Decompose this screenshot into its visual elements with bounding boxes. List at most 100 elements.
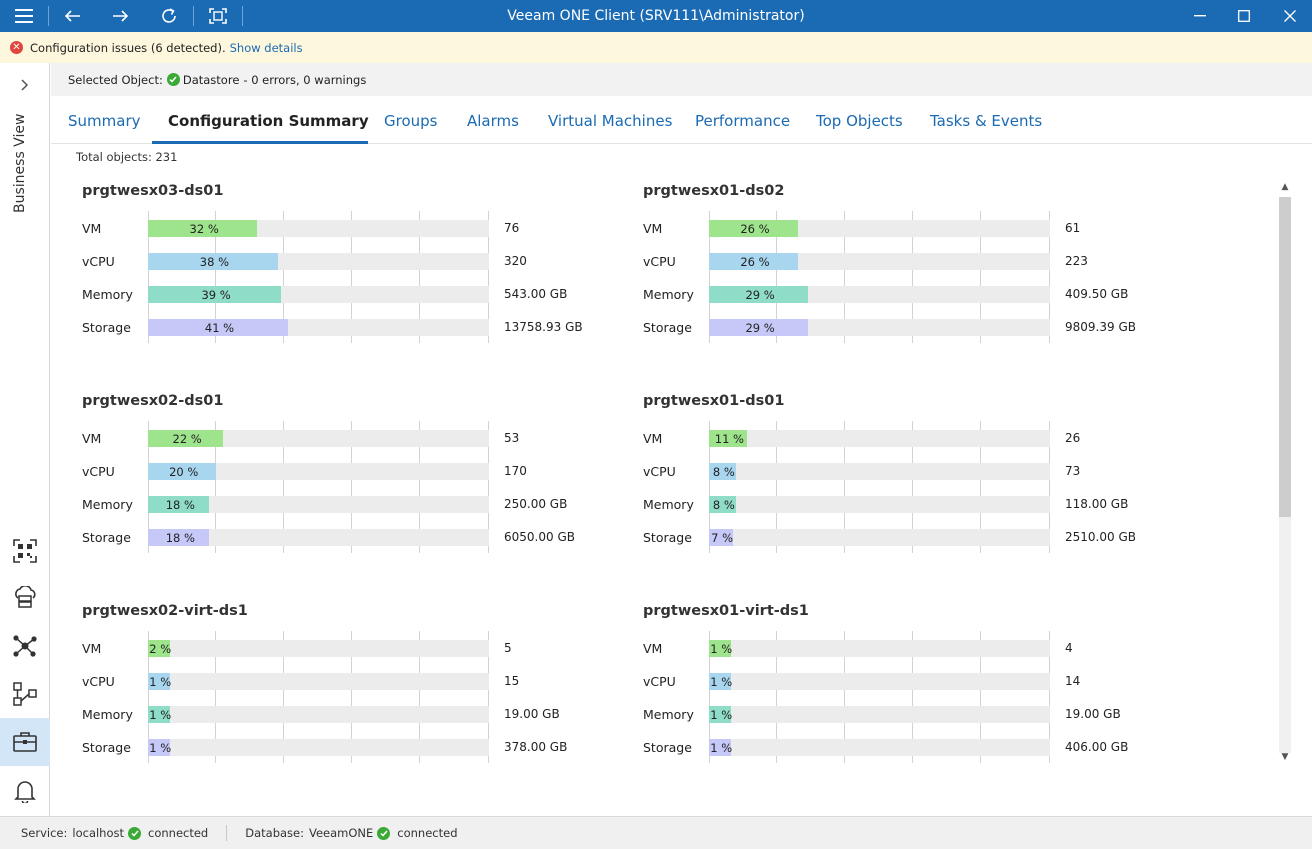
- metric-bar-fill: [709, 319, 808, 336]
- metric-row: VM 26 % 61: [643, 219, 1163, 239]
- datastore-name: prgtwesx02-ds01: [82, 393, 224, 409]
- metric-value: 406.00 GB: [1065, 740, 1129, 754]
- metric-bar-track: 1 %: [148, 739, 489, 756]
- tab-virtual-machines[interactable]: Virtual Machines: [548, 112, 673, 130]
- metric-bar-track: 1 %: [148, 706, 489, 723]
- datastore-panel: prgtwesx02-ds01 VM 22 % 53 vCPU 20 % 170 Memory…: [82, 393, 602, 573]
- briefcase-icon[interactable]: [0, 718, 50, 766]
- metric-bar-track: 1 %: [148, 673, 489, 690]
- metric-label: vCPU: [82, 674, 115, 689]
- grid-line: [419, 421, 420, 553]
- network-nodes-icon[interactable]: [0, 622, 50, 670]
- title-bar: Veeam ONE Client (SRV111\Administrator): [0, 0, 1312, 32]
- selected-object-summary: - 0 errors, 0 warnings: [243, 72, 367, 87]
- metric-label: Memory: [643, 287, 694, 302]
- expand-chevron-icon[interactable]: [16, 79, 34, 97]
- grid-line: [419, 631, 420, 763]
- metric-value: 26: [1065, 431, 1081, 445]
- tab-groups[interactable]: Groups: [384, 112, 438, 130]
- metric-label: VM: [82, 221, 102, 236]
- metric-row: vCPU 1 % 14: [643, 672, 1163, 692]
- cloud-server-icon[interactable]: [0, 574, 50, 622]
- close-icon[interactable]: [1270, 0, 1310, 32]
- metric-percent: 32 %: [189, 222, 219, 236]
- datastore-panel: prgtwesx01-ds02 VM 26 % 61 vCPU 26 % 223 Memory…: [643, 183, 1163, 363]
- grid-line: [351, 421, 352, 553]
- datastore-name: prgtwesx01-ds01: [643, 393, 785, 409]
- show-details-link[interactable]: Show details: [229, 40, 303, 55]
- metric-percent: 29 %: [745, 321, 775, 335]
- metric-label: vCPU: [82, 254, 115, 269]
- bell-icon[interactable]: [0, 767, 50, 815]
- metric-bar-track: 1 %: [709, 673, 1050, 690]
- selected-object-name: Datastore: [182, 72, 240, 87]
- notification-bar: ✕ Configuration issues (6 detected). Sho…: [0, 32, 1312, 63]
- grid-line: [419, 211, 420, 343]
- grid-line: [844, 211, 845, 343]
- fit-screen-icon[interactable]: [198, 0, 238, 32]
- metric-label: Memory: [643, 497, 694, 512]
- maximize-icon[interactable]: [1224, 0, 1264, 32]
- scroll-down-icon[interactable]: ▼: [1281, 752, 1289, 762]
- grid-line: [283, 631, 284, 763]
- metric-row: vCPU 1 % 15: [82, 672, 602, 692]
- grid-line: [709, 631, 710, 763]
- metric-bar-track: 39 %: [148, 286, 489, 303]
- left-rail: Business View: [0, 63, 50, 816]
- tab-alarms[interactable]: Alarms: [467, 112, 519, 130]
- metric-percent: 1 %: [710, 708, 733, 722]
- vertical-scrollbar[interactable]: ▲ ▼: [1276, 180, 1294, 766]
- metric-bar-fill: [148, 463, 217, 480]
- metric-row: Memory 1 % 19.00 GB: [643, 705, 1163, 725]
- metric-value: 9809.39 GB: [1065, 320, 1136, 334]
- menu-icon[interactable]: [4, 0, 44, 32]
- metric-bar-fill: [709, 706, 731, 723]
- metric-percent: 8 %: [712, 498, 735, 512]
- metric-row: Storage 7 % 2510.00 GB: [643, 528, 1163, 548]
- metric-bar-track: 22 %: [148, 430, 489, 447]
- metric-label: VM: [643, 221, 663, 236]
- forward-arrow-icon[interactable]: [100, 0, 140, 32]
- metric-row: Memory 39 % 543.00 GB: [82, 285, 602, 305]
- metric-value: 2510.00 GB: [1065, 530, 1136, 544]
- scroll-up-icon[interactable]: ▲: [1281, 182, 1289, 192]
- metric-bar-track: 18 %: [148, 496, 489, 513]
- back-arrow-icon[interactable]: [53, 0, 93, 32]
- metric-row: VM 1 % 4: [643, 639, 1163, 659]
- refresh-icon[interactable]: [149, 0, 189, 32]
- tab-summary[interactable]: Summary: [68, 112, 141, 130]
- metric-bar-fill: [148, 220, 258, 237]
- workflow-icon[interactable]: [0, 670, 50, 718]
- grid-line: [709, 211, 710, 343]
- metric-bar-track: 7 %: [709, 529, 1050, 546]
- metric-value: 6050.00 GB: [504, 530, 575, 544]
- metric-label: vCPU: [82, 464, 115, 479]
- metric-percent: 11 %: [714, 432, 744, 446]
- metric-label: vCPU: [643, 674, 676, 689]
- minimize-icon[interactable]: [1180, 0, 1220, 32]
- tab-configuration-summary[interactable]: Configuration Summary: [168, 112, 369, 130]
- grid-line: [488, 631, 489, 763]
- grid-line: [215, 631, 216, 763]
- metric-percent: 26 %: [740, 222, 770, 236]
- tab-tasks-events[interactable]: Tasks & Events: [930, 112, 1043, 130]
- business-view-label[interactable]: Business View: [12, 113, 28, 213]
- metric-row: vCPU 20 % 170: [82, 462, 602, 482]
- metric-value: 53: [504, 431, 520, 445]
- scroll-thumb[interactable]: [1279, 197, 1291, 517]
- metric-bar-fill: [148, 286, 281, 303]
- grid-line: [283, 211, 284, 343]
- metric-label: Storage: [643, 740, 692, 755]
- service-host: localhost: [72, 826, 125, 840]
- metric-bar-fill: [709, 220, 798, 237]
- qr-scan-icon[interactable]: [0, 527, 50, 575]
- metric-percent: 18 %: [165, 531, 195, 545]
- grid-line: [148, 421, 149, 553]
- tab-performance[interactable]: Performance: [695, 112, 791, 130]
- metric-row: vCPU 38 % 320: [82, 252, 602, 272]
- metric-percent: 2 %: [149, 642, 172, 656]
- grid-line: [912, 211, 913, 343]
- metric-bar-track: 1 %: [709, 640, 1050, 657]
- tab-top-objects[interactable]: Top Objects: [816, 112, 903, 130]
- datastore-name: prgtwesx01-virt-ds1: [643, 603, 809, 619]
